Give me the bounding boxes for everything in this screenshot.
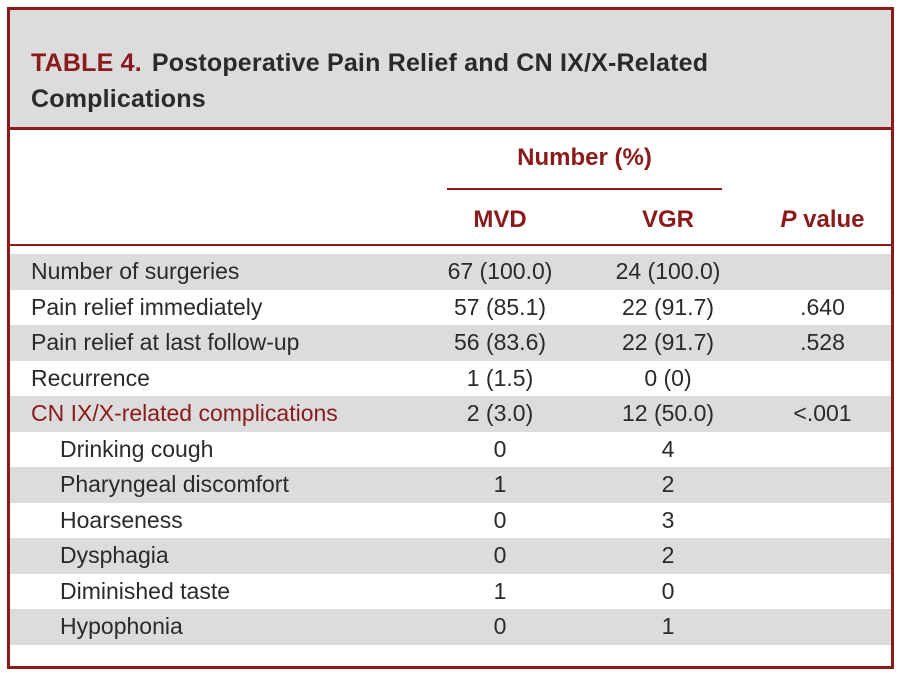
cell-mvd: 1 [493,471,507,497]
cell-vgr: 1 [661,613,675,639]
row-label: Drinking cough [60,435,214,462]
cell-vgr: 0 (0) [644,364,692,391]
cell-vgr: 24 (100.0) [615,258,721,284]
row-label: Hoarseness [60,506,183,533]
cell-vgr: 2 [661,471,675,497]
table-row: Number of surgeries 67 (100.0) 24 (100.0… [10,254,891,290]
row-label: CN IX/X-related complications [31,400,338,426]
cell-mvd: 0 [493,542,507,568]
table-row: Diminished taste 1 0 [10,574,891,610]
cell-mvd: 0 [493,506,507,533]
row-label: Hypophonia [60,613,183,639]
table-label: TABLE 4. [31,49,142,77]
cell-vgr: 2 [661,542,675,568]
table-row: Pharyngeal discomfort 1 2 [10,467,891,503]
row-label: Diminished taste [60,577,231,604]
table-row: Drinking cough 0 4 [10,432,891,468]
cell-p: .528 [800,329,845,355]
table-row: Recurrence 1 (1.5) 0 (0) [10,361,891,397]
cell-mvd: 56 (83.6) [453,329,547,355]
table-row: Dysphagia 0 2 [10,538,891,574]
row-label: Pharyngeal discomfort [60,471,289,497]
p-italic: P [780,206,797,233]
table-row: Hoarseness 0 3 [10,503,891,539]
cell-vgr: 3 [661,506,675,533]
table-row: Hypophonia 0 1 [10,609,891,645]
row-label: Pain relief at last follow-up [31,329,300,355]
table-row: CN IX/X-related complications 2 (3.0) 12… [10,396,891,432]
column-header-p-value: P value [765,206,880,234]
table-title: TABLE 4. Postoperative Pain Relief and CN… [31,45,871,117]
cell-vgr: 0 [661,577,675,604]
group-header: Number (%) [517,144,652,171]
p-rest: value [796,206,865,233]
table-title-text: Postoperative Pain Relief and CN IX/X-Re… [31,49,709,113]
row-label: Recurrence [31,364,150,391]
cell-mvd: 67 (100.0) [447,258,553,284]
cell-mvd: 1 [493,577,507,604]
row-label: Dysphagia [60,542,169,568]
cell-p: .640 [800,293,845,320]
column-header-mvd: MVD [473,206,527,233]
title-band: TABLE 4. Postoperative Pain Relief and CN… [10,10,891,130]
group-header-rule [447,188,722,190]
cell-vgr: 12 (50.0) [621,400,715,426]
column-header-vgr: VGR [641,206,694,233]
table-row: Pain relief immediately 57 (85.1) 22 (91… [10,290,891,326]
cell-mvd: 0 [493,613,507,639]
cell-mvd: 57 (85.1) [453,293,547,320]
cell-p: <.001 [793,400,852,426]
table-row: Pain relief at last follow-up 56 (83.6) … [10,325,891,361]
column-header-area: Number (%) MVD VGR P value [10,130,891,246]
cell-vgr: 22 (91.7) [621,293,715,320]
row-label: Pain relief immediately [31,293,263,320]
cell-mvd: 1 (1.5) [466,364,534,391]
row-label: Number of surgeries [31,258,240,284]
cell-vgr: 22 (91.7) [621,329,715,355]
cell-vgr: 4 [661,435,675,462]
table-frame: TABLE 4. Postoperative Pain Relief and CN… [7,7,894,669]
cell-mvd: 2 (3.0) [466,400,534,426]
cell-mvd: 0 [493,435,507,462]
